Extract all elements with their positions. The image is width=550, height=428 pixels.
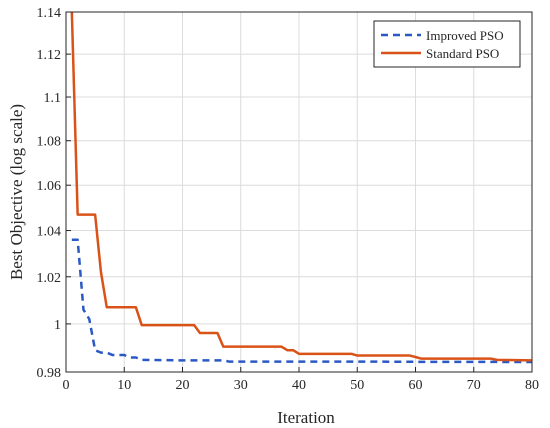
x-tick-label: 60	[409, 378, 423, 393]
legend-label-improved: Improved PSO	[426, 28, 504, 43]
tick-labels: 0 10 20 30 40 50 60 70 80 0.98 1 1.02 1.04 1.06 1.08 1.…	[37, 6, 540, 393]
series-line-improved-pso	[71, 238, 532, 364]
y-axis-label: Best Objective (log scale)	[7, 104, 26, 280]
y-tick-label: 0.98	[37, 366, 62, 381]
y-tick-label: 1.1	[44, 91, 62, 106]
x-tick-label: 10	[117, 378, 131, 393]
x-tick-label: 50	[350, 378, 364, 393]
y-tick-label: 1	[54, 318, 61, 333]
x-axis-label: Iteration	[277, 408, 335, 427]
x-tick-label: 70	[467, 378, 481, 393]
x-tick-label: 80	[525, 378, 539, 393]
y-tick-label: 1.02	[37, 271, 62, 286]
axes	[65, 11, 533, 373]
x-tick-label: 30	[234, 378, 248, 393]
legend: Improved PSO Standard PSO	[373, 20, 521, 68]
legend-box	[373, 20, 521, 68]
y-tick-label: 1.06	[37, 179, 62, 194]
y-tick-label: 1.04	[37, 225, 62, 240]
x-tick-label: 20	[176, 378, 190, 393]
y-tick-label: 1.08	[37, 135, 62, 150]
series-line-standard-pso	[70, 12, 532, 362]
series-lines	[70, 12, 532, 364]
x-tick-label: 0	[63, 378, 70, 393]
y-tick-label: 1.14	[37, 6, 62, 21]
plot-frame	[65, 11, 533, 373]
y-tick-label: 1.12	[37, 48, 62, 63]
x-tick-label: 40	[292, 378, 306, 393]
legend-label-standard: Standard PSO	[426, 46, 499, 61]
